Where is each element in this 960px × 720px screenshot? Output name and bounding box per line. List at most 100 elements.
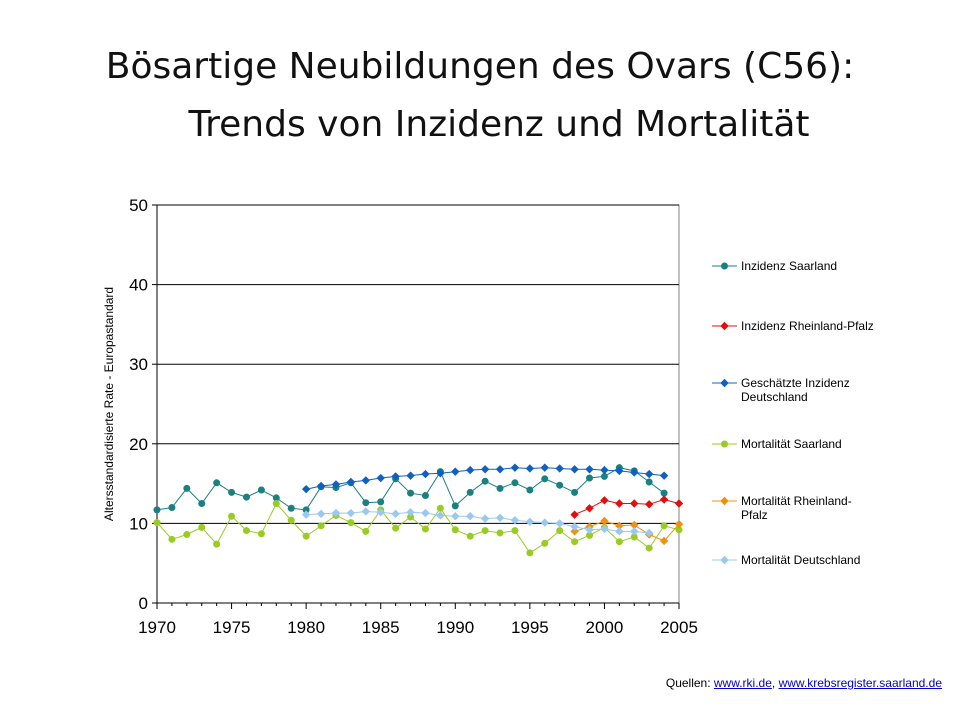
y-tick-label: 10 <box>129 514 148 533</box>
data-point <box>496 529 504 537</box>
data-point <box>183 484 191 492</box>
data-point <box>451 512 460 521</box>
data-point <box>376 473 385 483</box>
legend-marker <box>720 555 729 565</box>
data-point <box>541 475 549 483</box>
data-point <box>168 503 176 511</box>
data-point <box>421 492 429 500</box>
data-point <box>570 522 579 531</box>
data-point <box>391 509 400 519</box>
data-point <box>392 524 400 532</box>
legend-label: Inzidenz Rheinland-Pfalz <box>741 319 874 333</box>
data-point <box>301 484 311 494</box>
data-point <box>301 510 311 519</box>
x-tick-label: 1990 <box>436 618 474 637</box>
data-point <box>436 469 445 478</box>
data-point <box>659 495 669 504</box>
data-point <box>346 508 356 518</box>
data-point <box>645 478 653 486</box>
data-point <box>481 527 489 535</box>
data-point <box>495 465 505 474</box>
data-point <box>480 465 490 474</box>
source-link-rki[interactable]: www.rki.de <box>713 676 772 690</box>
data-point <box>615 499 624 508</box>
data-point <box>644 500 654 509</box>
data-point <box>496 484 504 492</box>
data-point <box>511 527 519 535</box>
legend-label: Mortalität Deutschland <box>741 553 860 567</box>
data-point <box>451 467 460 476</box>
data-point <box>331 480 341 489</box>
y-tick-label: 20 <box>129 435 148 454</box>
series-5 <box>570 516 684 546</box>
data-point <box>526 549 534 557</box>
data-point <box>198 523 206 531</box>
data-point <box>600 465 609 475</box>
data-point <box>376 508 385 517</box>
x-tick-label: 2005 <box>660 618 698 637</box>
data-point <box>555 464 564 473</box>
data-point <box>630 527 639 536</box>
data-point <box>571 538 579 546</box>
data-point <box>362 527 370 535</box>
legend-entry: Inzidenz Rheinland-Pfalz <box>712 319 874 333</box>
legend-label: Inzidenz Saarland <box>741 259 837 273</box>
data-point <box>228 488 236 496</box>
data-point <box>213 540 221 548</box>
y-axis-label: Altersstandardisierte Rate - Europastand… <box>102 287 116 521</box>
sources-prefix: Quellen: <box>665 676 714 690</box>
data-point <box>570 465 579 474</box>
legend-entry: Mortalität Saarland <box>712 437 842 451</box>
data-point <box>466 532 474 540</box>
data-point <box>600 516 609 526</box>
sources-note: Quellen: www.rki.de, www.krebsregister.s… <box>666 676 942 690</box>
axes: 0 10 20 30 40 50 1970 1975 1980 1985 1990 1995 2000 2… <box>129 196 698 637</box>
series-4 <box>153 500 683 557</box>
data-point <box>436 511 445 520</box>
data-point <box>451 502 459 510</box>
data-point <box>615 538 623 546</box>
x-tick-label: 2000 <box>586 618 624 637</box>
data-point <box>302 532 310 540</box>
y-tick-label: 40 <box>129 276 148 295</box>
data-point <box>585 504 594 513</box>
x-tick-label: 1985 <box>362 618 400 637</box>
legend-entry: Mortalität Deutschland <box>712 553 860 567</box>
data-point <box>272 500 280 507</box>
data-point <box>659 536 669 546</box>
series-2 <box>570 495 684 519</box>
data-point <box>510 516 520 525</box>
legend-marker <box>720 378 729 388</box>
legend-entry: Inzidenz Saarland <box>712 259 837 273</box>
data-point <box>540 463 549 472</box>
data-point <box>615 527 624 536</box>
data-point <box>556 481 564 489</box>
data-point <box>674 519 684 529</box>
data-point <box>495 513 505 523</box>
data-point <box>436 504 444 512</box>
data-point <box>331 508 341 518</box>
legend-label: Mortalität Rheinland-Pfalz <box>741 494 852 522</box>
data-point <box>153 519 161 527</box>
data-point <box>585 525 594 534</box>
data-point <box>615 521 624 530</box>
data-point <box>644 528 654 538</box>
title-line-2: Trends von Inzidenz und Mortalität <box>188 104 810 145</box>
data-point <box>660 522 668 530</box>
data-point <box>347 519 355 527</box>
legend-entry: Mortalität Rheinland-Pfalz <box>712 494 852 522</box>
source-link-krebsregister[interactable]: www.krebsregister.saarland.de <box>778 676 942 690</box>
data-point <box>183 531 191 539</box>
data-point <box>406 471 415 480</box>
data-point <box>600 472 608 480</box>
data-point <box>556 527 564 535</box>
data-point <box>540 518 549 527</box>
page-title: Bösartige Neubildungen des Ovars (C56): … <box>0 38 960 154</box>
data-point <box>644 469 654 479</box>
data-point <box>242 493 250 501</box>
series-group <box>153 463 684 557</box>
data-point <box>526 486 534 494</box>
data-point <box>555 519 564 528</box>
data-point <box>466 512 475 521</box>
